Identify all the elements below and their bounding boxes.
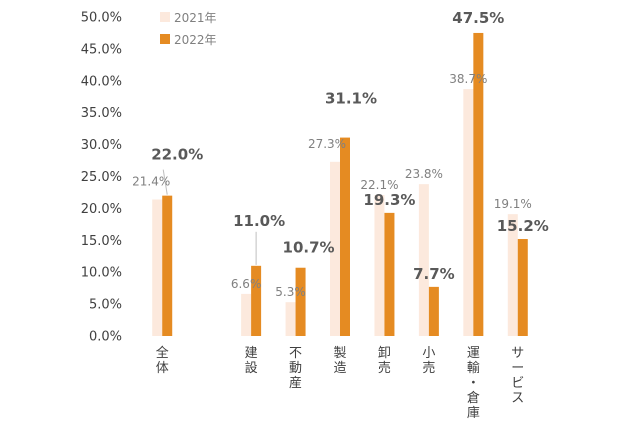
category-label: 卸: [378, 345, 391, 361]
data-label-2021: 27.3%: [308, 137, 346, 151]
category-label: 動: [289, 361, 302, 376]
category-label: 造: [333, 361, 346, 376]
legend-label-2022: 2022年: [174, 33, 217, 47]
legend-label-2021: 2021年: [174, 11, 217, 25]
category-label: 小: [422, 346, 435, 361]
data-label-2021: 5.3%: [275, 285, 306, 299]
data-label-2021: 19.1%: [494, 197, 532, 211]
bar-2022年: [162, 195, 173, 336]
category-label: 売: [378, 360, 391, 376]
data-label-2022: 22.0%: [151, 146, 203, 164]
bar-2022年: [473, 32, 484, 336]
data-label-2021: 21.4%: [132, 174, 170, 188]
category-label: 不: [289, 346, 302, 361]
y-tick-label: 50.0%: [81, 11, 122, 26]
legend-swatch-2022: [160, 34, 170, 44]
data-label-2021: 6.6%: [231, 277, 262, 291]
data-label-2022: 10.7%: [283, 239, 335, 257]
legend: 2021年 2022年: [160, 11, 217, 47]
bar-2022年: [340, 137, 350, 336]
category-label: サ: [511, 346, 524, 361]
bar-2021年: [418, 184, 429, 336]
y-tick-label: 0.0%: [89, 330, 122, 345]
category-label: 運: [467, 346, 480, 361]
bar-2022年: [251, 265, 262, 336]
bar-2021年: [152, 199, 163, 336]
bar-2022年: [428, 286, 439, 336]
y-tick-label: 10.0%: [81, 266, 122, 281]
category-label: 倉: [467, 391, 480, 406]
y-axis: 0.0% 5.0% 10.0% 15.0% 20.0% 25.0% 30.0% 35.0% 40…: [81, 11, 122, 345]
bar-2021年: [507, 214, 518, 336]
bar-2021年: [463, 89, 474, 337]
category-label: 産: [289, 375, 302, 391]
legend-swatch-2021: [160, 12, 170, 22]
category-label: ・: [467, 376, 480, 391]
category-label: 体: [156, 361, 169, 376]
y-tick-label: 25.0%: [81, 170, 122, 185]
category-label: 輸: [467, 361, 480, 376]
data-label-2021: 23.8%: [405, 167, 443, 181]
bar-2022年: [517, 239, 528, 336]
bar-2022年: [384, 212, 395, 336]
category-label: 建: [245, 346, 258, 361]
category-label: ー: [511, 361, 524, 376]
bar-2021年: [374, 195, 385, 336]
data-labels: 21.4% 22.0% 6.6% 11.0% 5.3% 10.7% 27.3% 31.1% 22…: [132, 9, 549, 299]
y-tick-label: 45.0%: [81, 42, 122, 57]
data-label-2022: 7.7%: [413, 265, 455, 283]
data-label-2021: 22.1%: [360, 178, 398, 192]
y-tick-label: 20.0%: [81, 202, 122, 217]
data-label-2022: 31.1%: [325, 90, 377, 108]
bar-2021年: [241, 293, 252, 336]
category-label: 設: [245, 360, 258, 376]
data-label-2022: 11.0%: [233, 212, 285, 230]
category-label: 庫: [467, 406, 480, 421]
data-label-2022: 15.2%: [497, 217, 549, 235]
category-label: 製: [333, 346, 346, 361]
y-tick-label: 15.0%: [81, 234, 122, 249]
data-label-2022: 19.3%: [363, 191, 415, 209]
bar-2021年: [285, 302, 296, 336]
y-tick-label: 35.0%: [81, 106, 122, 121]
leader-line: [162, 169, 168, 195]
bar-2022年: [295, 267, 306, 336]
category-label: 全: [156, 345, 169, 361]
bars: [152, 32, 528, 337]
y-tick-label: 30.0%: [81, 138, 122, 153]
data-label-2021: 38.7%: [449, 72, 487, 86]
bar-2021年: [330, 161, 340, 336]
category-label: ス: [511, 391, 524, 406]
data-label-2022: 47.5%: [452, 9, 504, 27]
y-tick-label: 5.0%: [89, 298, 122, 313]
category-label: ビ: [511, 376, 524, 391]
leader-lines: [162, 169, 257, 265]
y-tick-label: 40.0%: [81, 74, 122, 89]
category-label: 売: [422, 360, 435, 376]
